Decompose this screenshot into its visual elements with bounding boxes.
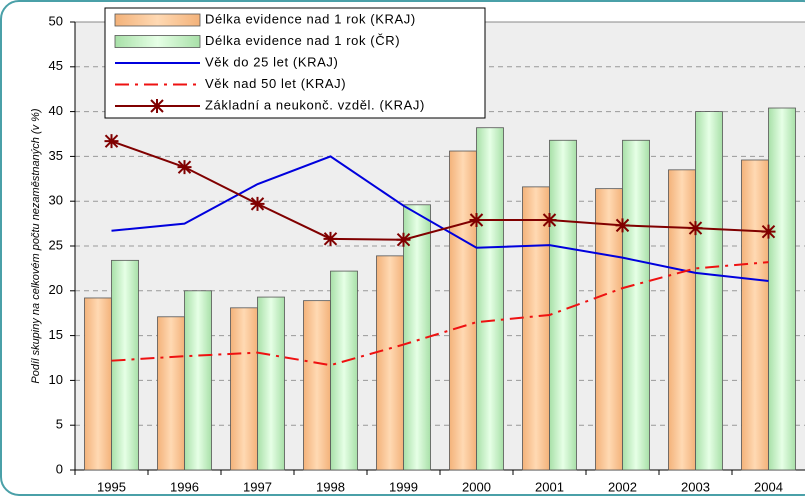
bar [184, 290, 212, 471]
legend-swatch [114, 13, 201, 27]
marker [177, 160, 192, 175]
x-tick-label: 1998 [316, 479, 345, 494]
x-tick-label: 1997 [243, 479, 272, 494]
y-tick-label: 25 [49, 237, 63, 252]
marker [615, 218, 630, 233]
marker [469, 213, 484, 228]
legend-label: Délka evidence nad 1 rok (KRAJ) [205, 11, 416, 26]
y-tick-label: 50 [49, 13, 63, 28]
legend-label: Věk do 25 let (KRAJ) [205, 54, 338, 69]
marker [104, 134, 119, 149]
bar [230, 307, 258, 471]
legend-label: Věk nad 50 let (KRAJ) [205, 76, 346, 91]
y-tick-label: 45 [49, 58, 63, 73]
x-tick-label: 2000 [462, 479, 491, 494]
marker [761, 224, 776, 239]
legend-marker [150, 99, 164, 113]
line [111, 261, 769, 367]
marker [250, 196, 265, 211]
legend-label: Základní a neukonč. vzděl. (KRAJ) [205, 97, 425, 112]
bar [595, 188, 623, 471]
bar [84, 297, 112, 471]
x-tick-label: 2002 [608, 479, 637, 494]
bar [376, 255, 404, 471]
marker [688, 221, 703, 236]
y-axis-label: Podíl skupiny na celkovém počtu nezaměst… [30, 108, 42, 383]
marker [323, 231, 338, 246]
bar [768, 107, 796, 471]
legend-swatch [114, 35, 201, 48]
line [111, 155, 769, 282]
x-tick-label: 2003 [681, 479, 710, 494]
y-tick-label: 35 [49, 148, 63, 163]
bar [668, 169, 696, 471]
bar [549, 139, 577, 471]
x-tick-label: 1999 [389, 479, 418, 494]
y-tick-label: 20 [49, 282, 63, 297]
bar [111, 259, 139, 471]
y-tick-label: 40 [49, 103, 63, 118]
y-tick-label: 0 [56, 461, 63, 476]
line [111, 140, 769, 241]
bar [449, 150, 477, 471]
x-tick-label: 2004 [754, 479, 783, 494]
x-tick-label: 1995 [97, 479, 126, 494]
legend-label: Délka evidence nad 1 rok (ČR) [205, 33, 400, 48]
x-tick-label: 2001 [535, 479, 564, 494]
y-tick-label: 10 [49, 372, 63, 387]
marker [542, 213, 557, 228]
bar [330, 270, 358, 471]
bar [476, 127, 504, 471]
bar [257, 296, 285, 471]
bar [741, 159, 769, 471]
bar [622, 139, 650, 471]
marker [396, 232, 411, 247]
bar [695, 111, 723, 471]
y-tick-label: 15 [49, 327, 63, 342]
bar [522, 186, 550, 471]
bar [157, 316, 185, 471]
y-tick-label: 30 [49, 193, 63, 208]
y-tick-label: 5 [56, 417, 63, 432]
x-tick-label: 1996 [170, 479, 199, 494]
bar [303, 300, 331, 471]
